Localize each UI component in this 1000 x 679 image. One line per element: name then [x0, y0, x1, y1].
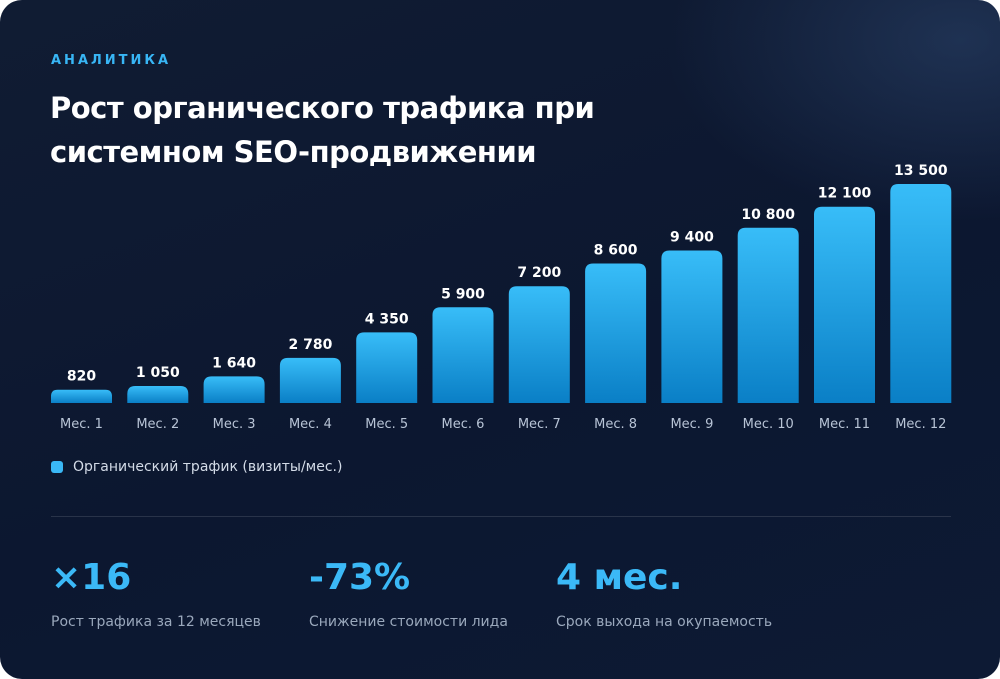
stat-value: -73% — [309, 557, 411, 598]
stat-payback: 4 мес. Срок выхода на окупаемость — [556, 556, 772, 630]
bar — [661, 250, 723, 403]
x-tick-label: Мес. 6 — [442, 417, 485, 432]
x-tick-label: Мес. 2 — [136, 417, 179, 432]
divider — [51, 516, 951, 517]
bar — [737, 227, 799, 403]
chart-legend: Органический трафик (визиты/мес.) — [51, 459, 342, 475]
bar-value-label: 12 100 — [818, 186, 872, 202]
bar-value-label: 1 640 — [212, 355, 256, 371]
x-tick-label: Мес. 8 — [594, 417, 637, 432]
bar — [356, 332, 418, 403]
x-tick-label: Мес. 5 — [365, 417, 408, 432]
bar — [51, 389, 112, 403]
bar-value-label: 13 500 — [894, 163, 948, 179]
section-eyebrow: АНАЛИТИКА — [51, 53, 172, 68]
bar — [814, 206, 875, 403]
bar — [890, 184, 952, 403]
bar-value-label: 8 600 — [594, 242, 638, 258]
x-tick-label: Мес. 10 — [743, 417, 794, 432]
bar — [508, 286, 570, 403]
bar-value-label: 4 350 — [365, 311, 409, 327]
bar — [432, 307, 494, 403]
bar — [203, 376, 265, 403]
bar-value-label: 1 050 — [136, 365, 180, 381]
bars-layer: 820 Мес. 1 1 050 Мес. 2 1 640 Мес. 3 2 780 Мес.… — [51, 163, 952, 432]
bar-value-label: 2 780 — [288, 337, 332, 353]
stat-value: 4 мес. — [556, 557, 683, 598]
x-tick-label: Мес. 7 — [518, 417, 561, 432]
stat-caption: Рост трафика за 12 месяцев — [51, 614, 261, 630]
x-tick-label: Мес. 12 — [895, 417, 946, 432]
bar-value-label: 10 800 — [741, 207, 795, 223]
stat-traffic-growth: ×16 Рост трафика за 12 месяцев — [51, 556, 261, 630]
legend-label: Органический трафик (визиты/мес.) — [73, 459, 343, 475]
bar-value-label: 9 400 — [670, 230, 714, 246]
stat-caption: Срок выхода на окупаемость — [556, 614, 773, 630]
page-title: Рост органического трафика при системном… — [50, 91, 595, 169]
x-tick-label: Мес. 9 — [670, 417, 713, 432]
stat-value: ×16 — [51, 557, 132, 598]
x-tick-label: Мес. 3 — [213, 417, 256, 432]
stat-lead-cost: -73% Снижение стоимости лида — [309, 556, 508, 630]
x-tick-label: Мес. 1 — [60, 417, 103, 432]
bar — [585, 263, 647, 403]
bar — [279, 357, 341, 403]
legend-swatch — [51, 461, 63, 473]
stat-caption: Снижение стоимости лида — [309, 614, 508, 630]
bar-value-label: 820 — [67, 369, 96, 385]
x-tick-label: Мес. 4 — [289, 417, 332, 432]
bar-value-label: 5 900 — [441, 286, 485, 302]
x-tick-label: Мес. 11 — [819, 417, 870, 432]
bar-value-label: 7 200 — [517, 265, 561, 281]
bar — [127, 385, 189, 403]
